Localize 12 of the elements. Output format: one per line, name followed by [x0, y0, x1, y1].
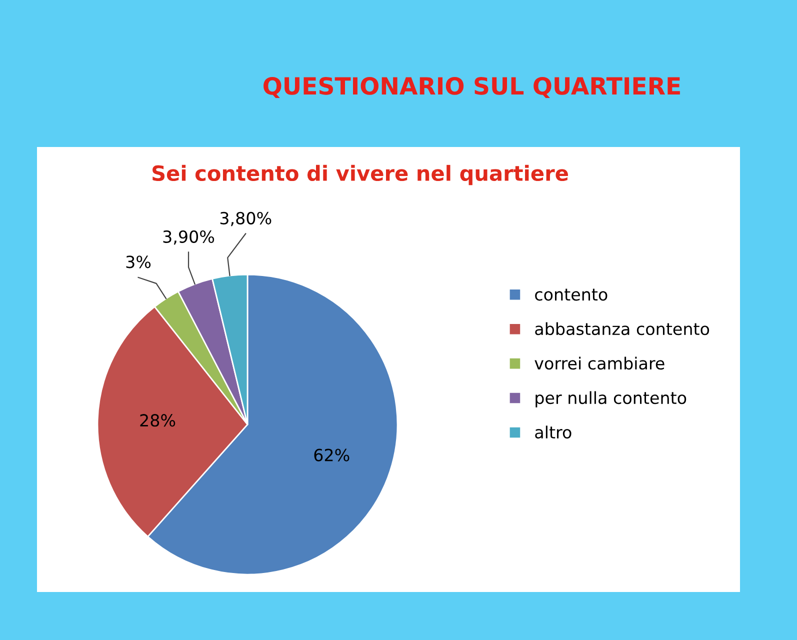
data-label: 3,80%	[220, 212, 272, 226]
data-label: 3,90%	[163, 230, 214, 245]
data-label: 3%	[126, 256, 151, 268]
legend-label: contento	[535, 288, 608, 301]
data-label: 62%	[314, 448, 350, 462]
legend-label: abbastanza contento	[535, 322, 710, 336]
legend-label: per nulla contento	[536, 391, 686, 408]
data-label: 28%	[140, 414, 176, 427]
legend-label: altro	[535, 426, 572, 439]
legend-label: vorrei cambiare	[534, 356, 664, 370]
chart-title: QUESTIONARIO SUL QUARTIERE	[264, 76, 680, 98]
chart-subtitle: Sei contento di vivere nel quartiere	[152, 164, 568, 186]
